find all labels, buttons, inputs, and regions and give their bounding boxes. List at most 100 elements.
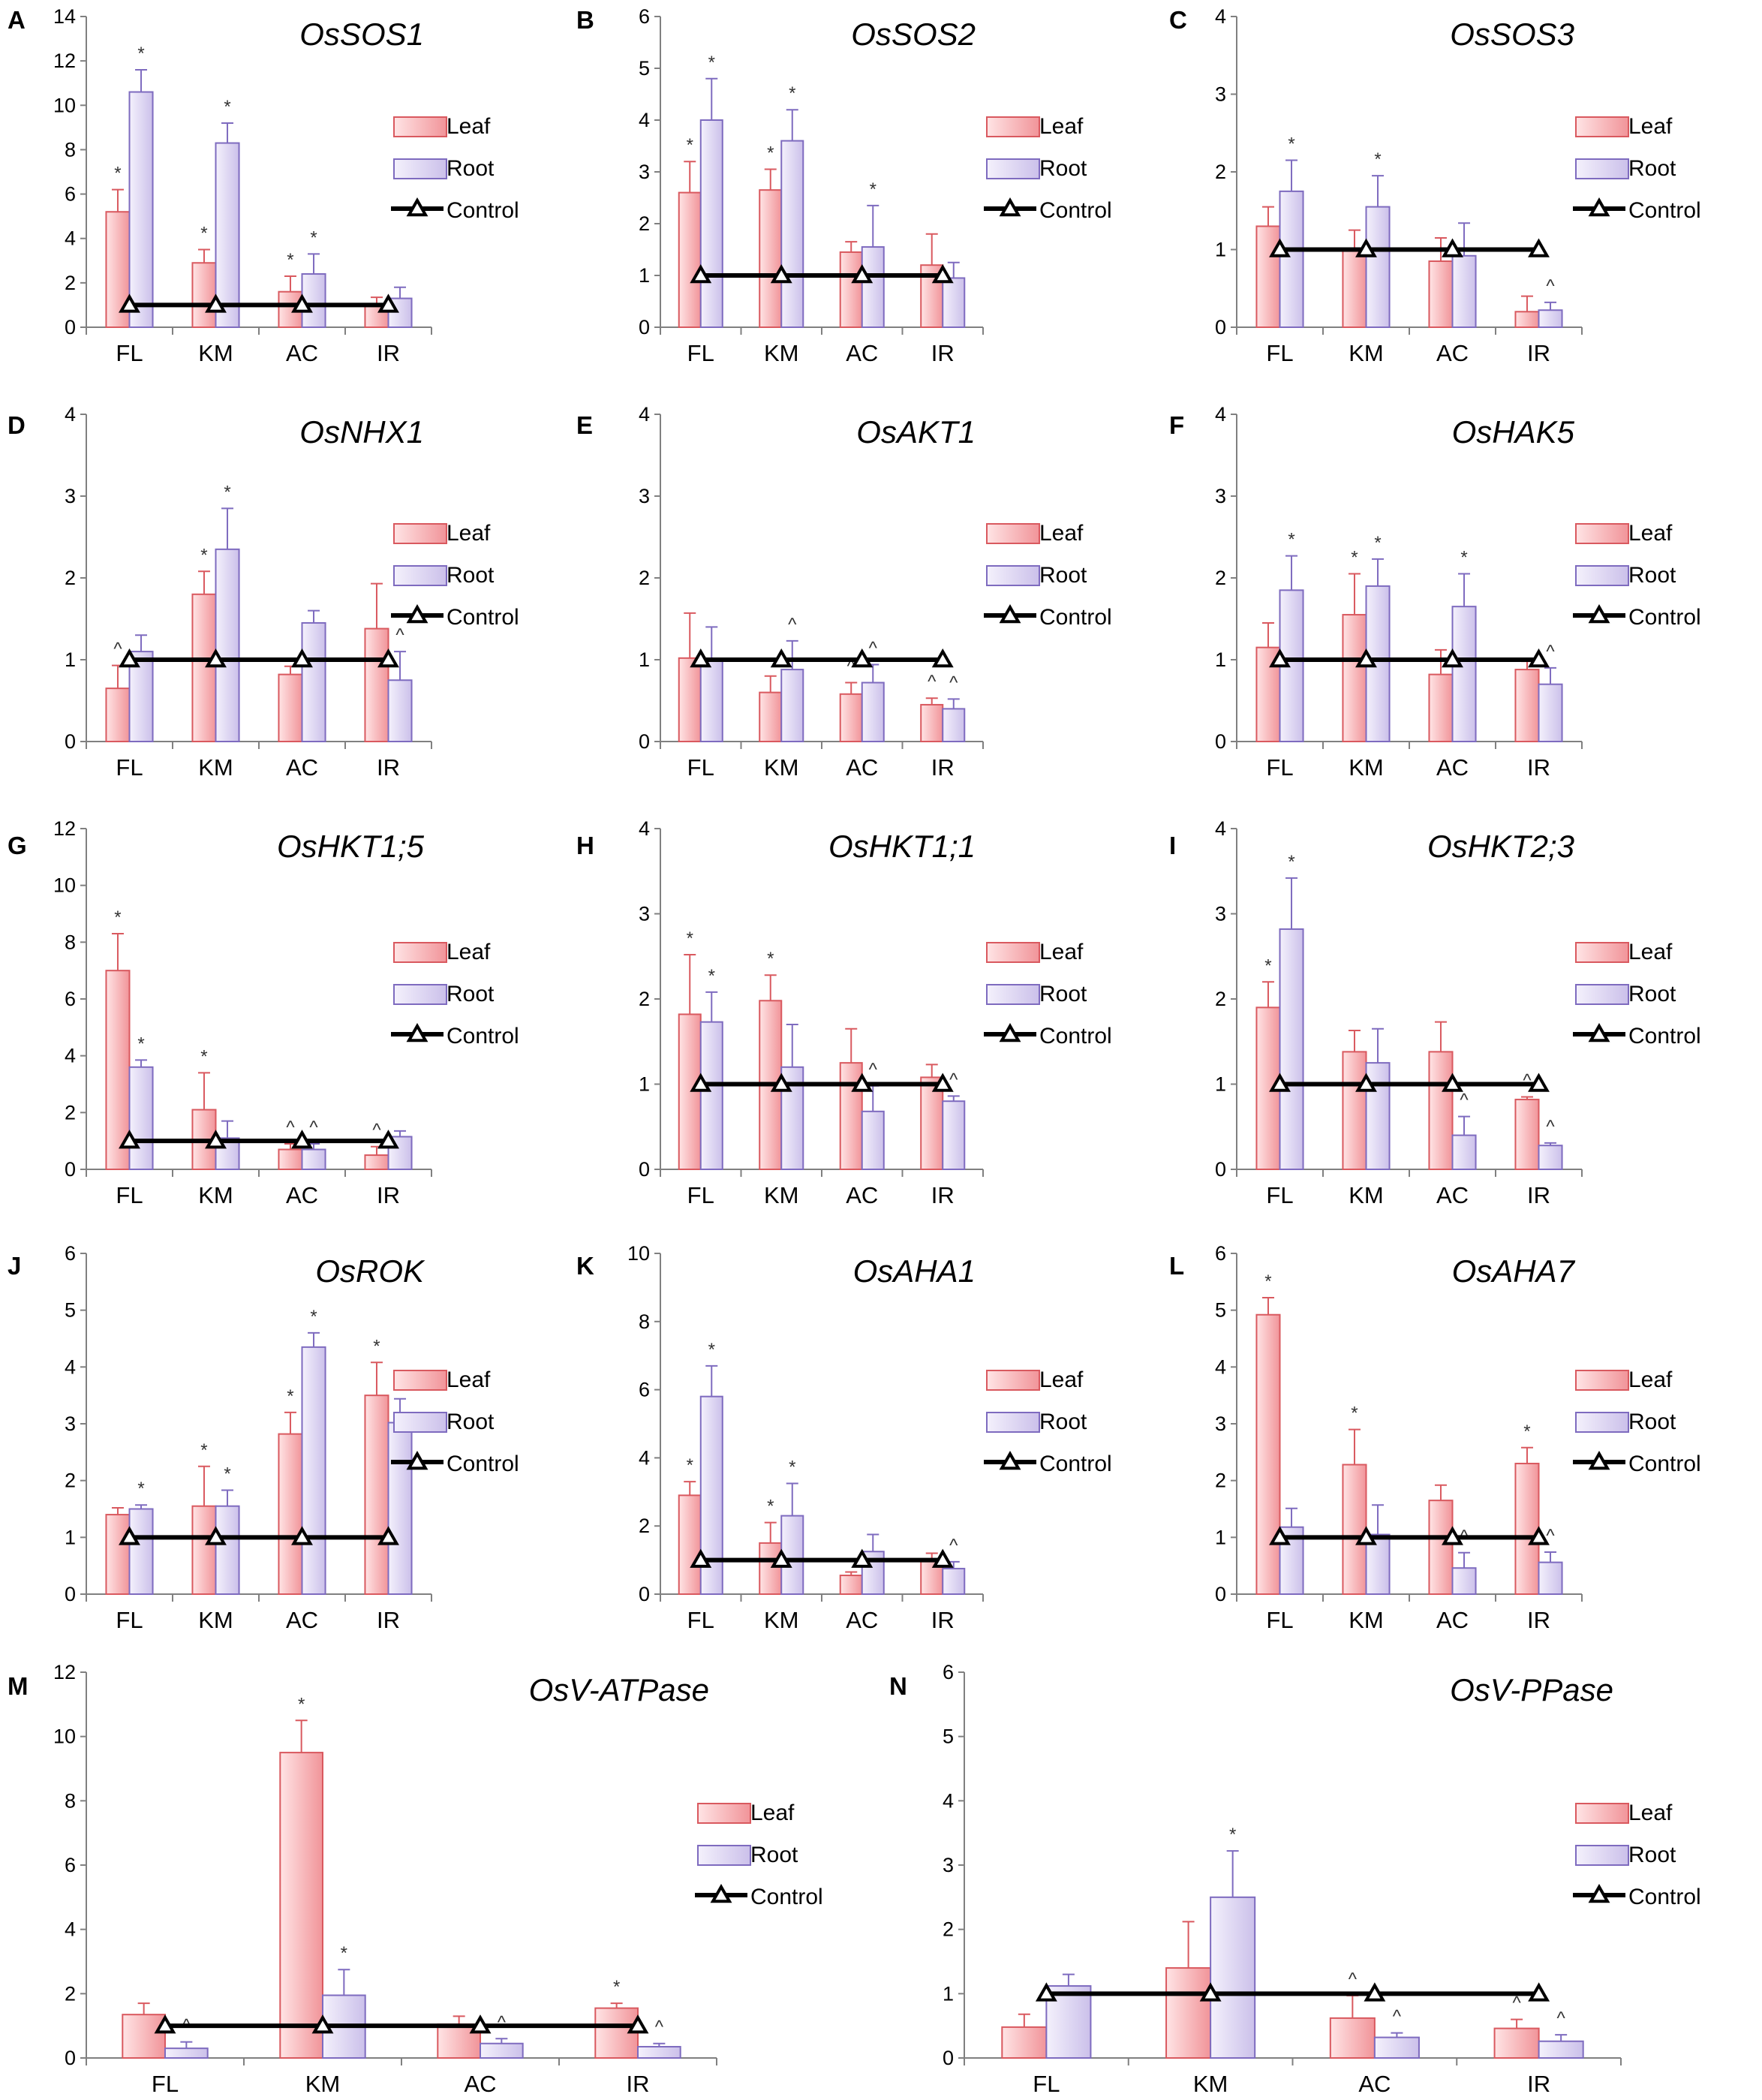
leaf-bar (1255, 225, 1281, 329)
leaf-bar (1342, 1051, 1367, 1170)
y-tick-label: 3 (1215, 83, 1226, 106)
y-tick-label: 3 (65, 1413, 76, 1435)
chart-panel-b: B OsSOS2 0 1 2 3 4 5 6 FL * * KM * * AC * IR Leaf Root Contr… (576, 5, 1112, 366)
control-marker (119, 1526, 140, 1545)
x-tick-label: IR (1527, 754, 1550, 781)
root-bar (861, 681, 885, 743)
y-tick-label: 1 (1215, 648, 1226, 671)
y-tick-label: 0 (65, 316, 76, 338)
root-bar (1279, 589, 1304, 742)
legend-control-marker (999, 1450, 1021, 1470)
root-bar-significance: ^ (655, 2017, 664, 2038)
y-tick-label: 4 (1215, 5, 1226, 28)
panel-letter: C (1169, 6, 1187, 34)
y-tick-label: 4 (65, 1918, 76, 1941)
y-tick-label: 3 (639, 485, 650, 507)
root-bar-significance: * (137, 1033, 144, 1054)
chart-panel-n: N OsV-PPase 0 1 2 3 4 5 6 FL KM * AC ^ ^ IR ^ ^ Leaf Root Co… (889, 1661, 1701, 2097)
legend-root-label: Root (447, 982, 495, 1006)
control-marker (377, 648, 399, 668)
leaf-bar (1514, 311, 1540, 328)
y-tick-label: 3 (1215, 903, 1226, 925)
y-tick-label: 6 (1215, 1242, 1226, 1265)
root-bar (1538, 1145, 1563, 1170)
root-bar (942, 1100, 966, 1170)
legend-control-marker (406, 603, 428, 624)
legend-leaf-label: Leaf (1039, 940, 1084, 964)
root-bar-significance: * (310, 227, 317, 248)
control-marker (1199, 1982, 1222, 2002)
control-marker (205, 648, 227, 668)
root-bar (387, 679, 413, 742)
control-marker (770, 1548, 792, 1568)
control-marker (690, 263, 712, 284)
root-bar (128, 1066, 154, 1171)
legend-control-label: Control (447, 1024, 519, 1048)
control-marker (1442, 238, 1463, 257)
x-tick-label: IR (377, 1607, 400, 1633)
control-marker (1269, 1073, 1291, 1092)
root-bar-significance: ^ (869, 639, 878, 659)
legend-control-label: Control (1628, 1885, 1701, 1909)
root-bar (942, 1567, 966, 1595)
leaf-bar (364, 627, 389, 743)
root-bar-significance: * (1374, 533, 1381, 553)
control-marker (690, 1548, 712, 1568)
x-tick-label: AC (1436, 1607, 1469, 1633)
root-bar (1538, 683, 1563, 743)
y-tick-label: 0 (639, 1158, 650, 1181)
legend-leaf-label: Leaf (1628, 521, 1673, 546)
leaf-bar (1165, 1967, 1212, 2059)
x-tick-label: KM (1349, 340, 1384, 366)
control-marker (1442, 648, 1463, 668)
control-marker (1269, 1526, 1291, 1545)
x-tick-label: IR (377, 754, 400, 781)
chart-panel-a: A OsSOS1 0 2 4 6 8 10 12 14 FL * * KM * * AC * * IR Leaf Root… (8, 5, 519, 366)
x-tick-label: AC (286, 1607, 318, 1633)
chart-title: OsV-ATPase (529, 1672, 709, 1707)
root-bar (699, 659, 723, 742)
legend-leaf-swatch (1575, 523, 1629, 544)
control-marker (1269, 238, 1291, 257)
x-tick-label: KM (198, 754, 233, 781)
x-tick-label: AC (286, 754, 318, 781)
root-bar (1210, 1896, 1256, 2059)
x-tick-label: KM (764, 1182, 799, 1208)
root-bar-significance: * (341, 1943, 347, 1963)
root-bar (128, 1508, 154, 1595)
root-bar-significance: ^ (395, 625, 404, 645)
legend: Leaf Root Control (984, 521, 1112, 630)
chart-title: OsAKT1 (856, 414, 976, 450)
leaf-bar (191, 593, 217, 742)
control-marker (1269, 648, 1291, 668)
chart-title: OsHKT1;5 (277, 829, 425, 864)
chart-title: OsHKT2;3 (1427, 829, 1574, 864)
y-tick-label: 2 (639, 212, 650, 235)
root-bar-significance: * (708, 53, 715, 73)
y-tick-label: 10 (53, 94, 76, 116)
x-tick-label: KM (305, 2071, 341, 2097)
legend-root-label: Root (1039, 982, 1087, 1006)
legend-leaf-swatch (986, 942, 1040, 963)
y-tick-label: 1 (1215, 1526, 1226, 1548)
root-bar-significance: ^ (1460, 1091, 1469, 1111)
root-bar-significance: * (224, 97, 230, 117)
leaf-bar (1342, 248, 1367, 328)
chart-title: OsAHA7 (1452, 1253, 1576, 1289)
y-tick-label: 12 (53, 50, 76, 72)
control-marker (1528, 1073, 1550, 1092)
leaf-bar-significance: ^ (928, 672, 937, 692)
control-marker (851, 1073, 873, 1092)
y-tick-label: 14 (53, 5, 76, 28)
panel-letter: N (889, 1672, 907, 1700)
legend-leaf-swatch (986, 523, 1040, 544)
control-marker (377, 293, 399, 313)
root-bar-significance: * (1288, 530, 1294, 550)
x-tick-label: AC (846, 340, 878, 366)
y-tick-label: 0 (65, 1583, 76, 1605)
x-tick-label: FL (687, 340, 714, 366)
legend-root-label: Root (1039, 563, 1087, 588)
legend: Leaf Root Control (391, 521, 519, 630)
legend-control-label: Control (750, 1885, 823, 1909)
